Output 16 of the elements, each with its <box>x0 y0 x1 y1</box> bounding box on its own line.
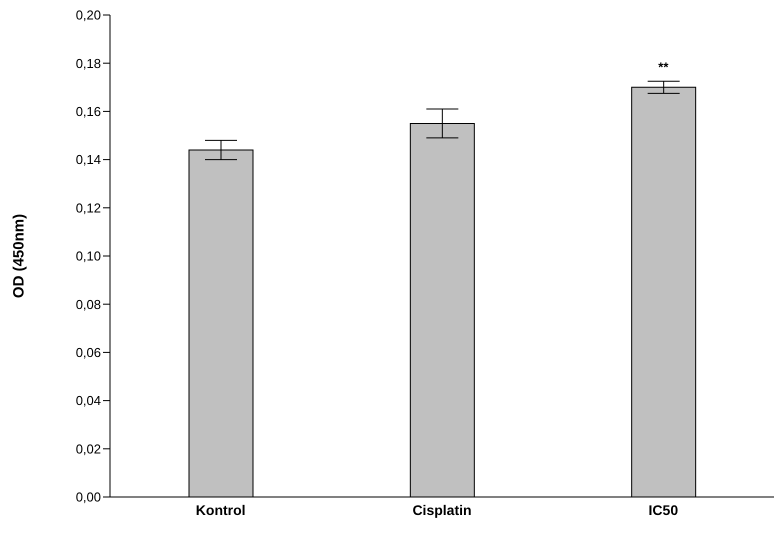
y-tick-label: 0,10 <box>76 248 101 264</box>
y-axis-title: OD (450nm) <box>10 214 28 298</box>
y-tick-label: 0,02 <box>76 441 101 456</box>
annotation: ** <box>658 59 670 74</box>
y-tick-label: 0,16 <box>76 104 101 120</box>
y-tick-label: 0,14 <box>76 152 101 168</box>
y-tick-label: 0,18 <box>76 56 101 71</box>
x-tick-label: Kontrol <box>196 502 246 518</box>
y-tick-label: 0,04 <box>76 393 101 408</box>
y-tick-label: 0,08 <box>76 296 101 312</box>
y-tick-label: 0,12 <box>76 200 101 216</box>
y-tick-label: 0,20 <box>76 8 101 23</box>
x-tick-label: IC50 <box>648 502 678 518</box>
x-tick-label: Cisplatin <box>412 502 472 518</box>
y-tick-label: 0,06 <box>76 345 101 360</box>
y-tick-label: 0,00 <box>76 490 101 505</box>
